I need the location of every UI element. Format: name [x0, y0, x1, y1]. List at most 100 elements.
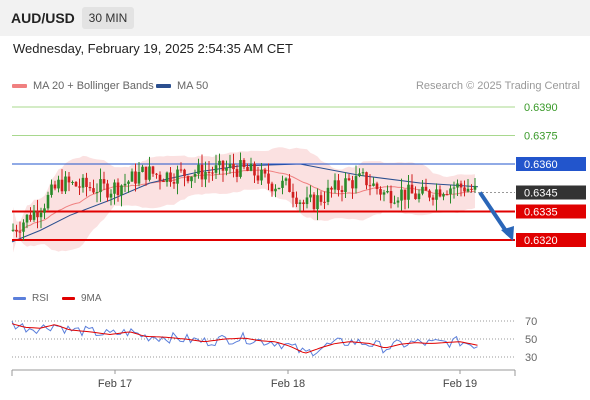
- candle-body: [239, 160, 242, 177]
- candle-body: [162, 180, 165, 183]
- candle-body: [358, 173, 361, 177]
- candle-body: [274, 188, 277, 192]
- candle-body: [323, 201, 326, 203]
- candle-body: [99, 179, 102, 193]
- candle-body: [277, 187, 281, 189]
- candle-body: [218, 160, 221, 166]
- level-label-0.6320: 0.6320: [524, 235, 558, 247]
- candle-body: [95, 192, 99, 194]
- candle-body: [120, 185, 123, 196]
- candle-body: [407, 184, 410, 200]
- level-tag-0.6345: [516, 185, 586, 200]
- level-tag-0.6320: [516, 233, 586, 247]
- candle-body: [102, 179, 106, 184]
- date-time: Wednesday, February 19, 2025 2:54:35 AM …: [13, 41, 293, 56]
- level-label-0.6345: 0.6345: [524, 188, 558, 200]
- timeframe-badge[interactable]: 30 MIN: [82, 7, 134, 29]
- candle-body: [428, 190, 431, 198]
- candle-body: [470, 188, 473, 190]
- candle-body: [32, 210, 36, 220]
- level-tag-0.6360: [516, 157, 586, 171]
- candle-body: [452, 187, 456, 189]
- candle-body: [123, 183, 127, 186]
- level-label-0.6390: 0.6390: [524, 102, 558, 114]
- candle-body: [57, 179, 60, 189]
- candle-body: [43, 208, 46, 213]
- candle-body: [417, 193, 421, 200]
- candle-body: [169, 172, 172, 183]
- candle-body: [344, 178, 347, 192]
- candle-body: [200, 164, 204, 180]
- candle-body: [151, 166, 155, 174]
- candle-body: [372, 183, 375, 186]
- level-label-0.6375: 0.6375: [524, 131, 558, 143]
- candle-body: [442, 194, 445, 197]
- candle-body: [316, 195, 319, 210]
- candle-body: [148, 166, 151, 180]
- forecast-arrow-shaft: [478, 191, 510, 236]
- candle-body: [18, 231, 22, 233]
- candle-body: [466, 188, 470, 192]
- 9ma-swatch: [62, 296, 75, 300]
- candle-body: [113, 182, 116, 194]
- candle-body: [127, 181, 130, 184]
- candle-body: [263, 169, 267, 174]
- candle-body: [270, 183, 274, 192]
- candle-body: [53, 184, 57, 189]
- candle-body: [15, 229, 18, 232]
- candle-body: [253, 163, 256, 176]
- credit-text: Research © 2025 Trading Central: [415, 80, 580, 92]
- candle-body: [190, 176, 193, 182]
- candle-body: [424, 186, 428, 191]
- candle-body: [106, 183, 109, 198]
- rsi-tick-70: 70: [525, 316, 537, 328]
- candle-body: [267, 173, 270, 184]
- candle-body: [295, 197, 298, 204]
- candle-body: [379, 189, 382, 195]
- legend-9ma: 9MA: [62, 293, 102, 304]
- candle-body: [137, 171, 141, 184]
- candle-body: [396, 200, 400, 203]
- pair-title: AUD/USD: [11, 10, 75, 26]
- rsi-swatch: [13, 296, 26, 300]
- candle-body: [330, 187, 333, 190]
- candle-body: [435, 189, 438, 200]
- candle-body: [291, 191, 295, 198]
- candle-body: [134, 171, 137, 184]
- candle-body: [232, 163, 235, 170]
- candle-body: [319, 195, 323, 202]
- candle-body: [67, 176, 71, 183]
- candle-body: [438, 189, 442, 197]
- candle-body: [386, 191, 389, 193]
- candle-body: [333, 180, 337, 190]
- candle-body: [29, 214, 32, 220]
- candle-body: [50, 184, 53, 195]
- candle-body: [403, 189, 407, 200]
- candle-body: [421, 186, 424, 194]
- candle-body: [456, 183, 459, 188]
- candle-body: [92, 188, 95, 193]
- candle-body: [473, 185, 477, 190]
- candle-body: [88, 186, 92, 189]
- candle-body: [281, 180, 284, 188]
- rsi-label: RSI: [32, 293, 49, 304]
- candle-body: [186, 176, 190, 182]
- candle-body: [11, 229, 15, 231]
- forecast-arrow-head: [501, 226, 514, 241]
- candle-body: [39, 212, 43, 218]
- candle-body: [130, 171, 134, 182]
- candle-body: [298, 202, 302, 204]
- candle-body: [74, 181, 78, 187]
- candle-body: [183, 169, 186, 177]
- legend-ma20: MA 20 + Bollinger Bands: [12, 80, 154, 92]
- candle-body: [249, 163, 253, 171]
- ma50-swatch: [156, 84, 171, 89]
- legend-ma50: MA 50: [156, 80, 208, 92]
- candle-body: [204, 171, 207, 180]
- candle-body: [228, 163, 232, 169]
- candle-body: [141, 166, 144, 172]
- rsi-tick-30: 30: [525, 352, 537, 364]
- header-bar: AUD/USD 30 MIN: [0, 0, 590, 36]
- candle-body: [410, 184, 414, 194]
- ma50-label: MA 50: [177, 80, 209, 92]
